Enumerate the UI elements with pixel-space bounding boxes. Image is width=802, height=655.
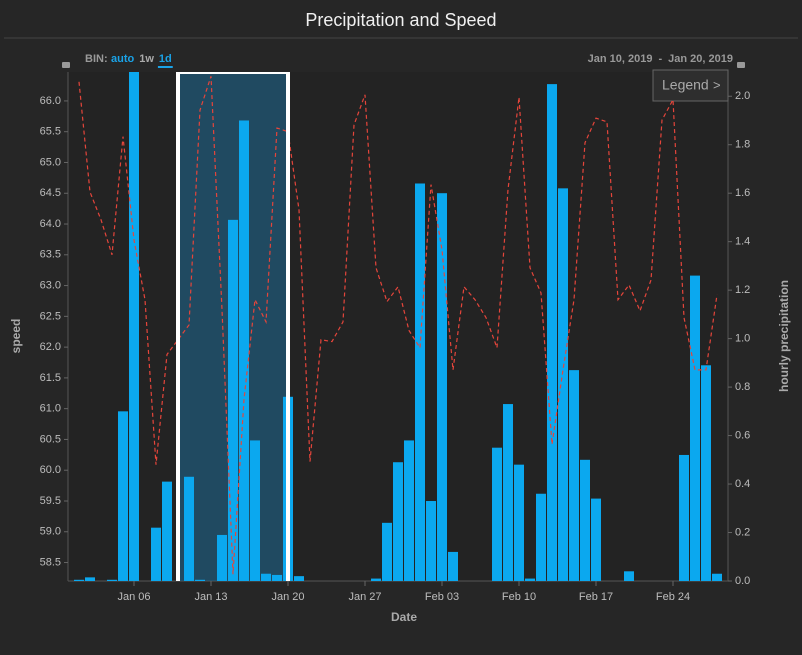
bar bbox=[426, 501, 436, 581]
y2-tick-label: 1.0 bbox=[735, 333, 750, 345]
y2-tick-label: 2.0 bbox=[735, 90, 750, 102]
bar bbox=[382, 522, 392, 581]
y2-tick-label: 0.4 bbox=[735, 478, 750, 490]
lock-icon[interactable] bbox=[737, 62, 745, 68]
x-tick-label: Feb 03 bbox=[425, 591, 459, 603]
y2-tick-label: 1.2 bbox=[735, 284, 750, 296]
y-tick-label: 63.5 bbox=[40, 249, 61, 261]
legend-arrow[interactable]: > bbox=[713, 77, 721, 92]
bar bbox=[261, 573, 271, 581]
bar bbox=[701, 365, 711, 581]
x-tick-label: Feb 10 bbox=[502, 591, 536, 603]
bar bbox=[228, 219, 238, 581]
bar bbox=[492, 447, 502, 581]
bar bbox=[558, 188, 568, 581]
plot-content bbox=[74, 72, 722, 581]
x-axis-label: Date bbox=[391, 610, 417, 624]
bar bbox=[448, 551, 458, 581]
bar bbox=[525, 578, 535, 581]
bin-label: BIN: bbox=[85, 53, 108, 65]
bar bbox=[404, 440, 414, 581]
bar bbox=[239, 120, 249, 581]
y-tick-label: 62.0 bbox=[40, 341, 61, 353]
bin-option[interactable]: 1w bbox=[139, 53, 154, 65]
line bbox=[78, 76, 718, 575]
legend-box[interactable] bbox=[652, 69, 729, 102]
x-tick-label: Feb 24 bbox=[656, 591, 690, 603]
x-tick-label: Jan 27 bbox=[348, 591, 381, 603]
y-tick-label: 59.5 bbox=[40, 495, 61, 507]
bar bbox=[294, 576, 304, 581]
y-tick-label: 63.0 bbox=[40, 279, 61, 291]
bar bbox=[547, 84, 557, 581]
bar bbox=[569, 370, 579, 581]
bar bbox=[118, 411, 128, 581]
y-tick-label: 60.0 bbox=[40, 464, 61, 476]
bar bbox=[415, 183, 425, 581]
bar bbox=[272, 574, 282, 581]
bar bbox=[184, 476, 194, 581]
bar bbox=[74, 579, 84, 581]
bar bbox=[151, 527, 161, 581]
y-tick-label: 64.5 bbox=[40, 187, 61, 199]
y2-tick-label: 0.0 bbox=[735, 575, 750, 587]
y-tick-label: 66.0 bbox=[40, 95, 61, 107]
bar bbox=[712, 573, 722, 581]
y-tick-label: 60.5 bbox=[40, 433, 61, 445]
x-tick-label: Feb 17 bbox=[579, 591, 613, 603]
y-axis-label: speed bbox=[9, 319, 23, 354]
bar bbox=[437, 193, 447, 581]
bar bbox=[195, 579, 205, 581]
y-tick-label: 64.0 bbox=[40, 218, 61, 230]
y-tick-label: 65.5 bbox=[40, 126, 61, 138]
legend-button[interactable]: Legend > bbox=[652, 69, 729, 102]
x-tick-label: Jan 13 bbox=[194, 591, 227, 603]
bar bbox=[536, 493, 546, 581]
lock-icon[interactable] bbox=[62, 62, 70, 68]
y2-tick-label: 1.6 bbox=[735, 187, 750, 199]
range-end: Jan 20, 2019 bbox=[668, 53, 733, 65]
bin-option[interactable]: 1d bbox=[159, 53, 172, 65]
range-start: Jan 10, 2019 bbox=[588, 53, 653, 65]
bar bbox=[591, 498, 601, 581]
y2-tick-label: 0.8 bbox=[735, 381, 750, 393]
y-tick-label: 61.0 bbox=[40, 403, 61, 415]
range-separator: - bbox=[658, 53, 662, 65]
bar bbox=[371, 578, 381, 581]
bar bbox=[514, 464, 524, 581]
x-tick-label: Jan 20 bbox=[271, 591, 304, 603]
bar bbox=[85, 577, 95, 581]
bar bbox=[217, 534, 227, 581]
bar bbox=[393, 462, 403, 581]
bar bbox=[503, 404, 513, 581]
legend-text[interactable]: Legend bbox=[662, 77, 709, 93]
y-tick-label: 62.5 bbox=[40, 310, 61, 322]
bar bbox=[679, 454, 689, 581]
y2-tick-label: 1.8 bbox=[735, 139, 750, 151]
bar bbox=[624, 571, 634, 581]
x-tick-label: Jan 06 bbox=[117, 591, 150, 603]
y-tick-label: 59.0 bbox=[40, 526, 61, 538]
y2-tick-label: 0.2 bbox=[735, 526, 750, 538]
bar bbox=[690, 275, 700, 581]
y2-axis-label: hourly precipitation bbox=[777, 280, 791, 392]
bar bbox=[250, 440, 260, 581]
y-tick-label: 61.5 bbox=[40, 372, 61, 384]
y2-tick-label: 1.4 bbox=[735, 236, 750, 248]
y-tick-label: 65.0 bbox=[40, 156, 61, 168]
y2-tick-label: 0.6 bbox=[735, 429, 750, 441]
bar bbox=[580, 459, 590, 581]
bar bbox=[162, 481, 172, 581]
chart-title: Precipitation and Speed bbox=[305, 10, 496, 30]
range-label: Jan 10, 2019- Jan 20, 2019 bbox=[588, 53, 733, 65]
bin-option[interactable]: auto bbox=[111, 53, 135, 65]
bar bbox=[107, 579, 117, 581]
bar bbox=[129, 72, 139, 581]
y-tick-label: 58.5 bbox=[40, 556, 61, 568]
